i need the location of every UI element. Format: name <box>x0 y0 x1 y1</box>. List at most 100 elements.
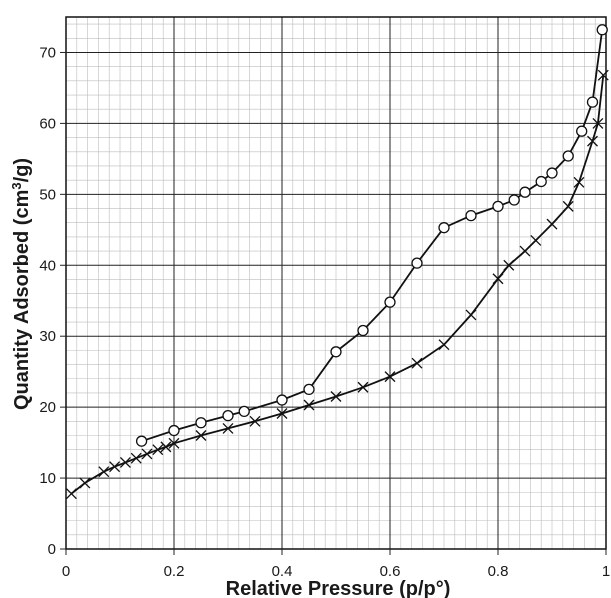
x-marker <box>411 357 423 369</box>
x-marker <box>438 339 450 351</box>
x-marker <box>592 117 604 129</box>
x-marker-stroke <box>587 135 598 147</box>
y-axis-ticks: 0 10 20 30 40 50 60 70 <box>39 44 66 558</box>
x-marker <box>465 309 477 321</box>
y-tick-label: 60 <box>39 115 56 132</box>
x-marker-stroke <box>562 200 574 212</box>
series-layer <box>65 24 609 500</box>
x-marker-stroke <box>222 422 234 434</box>
circle-marker <box>596 24 608 36</box>
x-marker <box>152 444 164 456</box>
x-tick-label: 0 <box>62 563 70 580</box>
x-marker <box>384 371 396 383</box>
x-marker <box>222 422 234 434</box>
x-marker <box>597 69 609 81</box>
x-marker <box>330 391 342 402</box>
circle-marker <box>357 324 369 337</box>
x-marker <box>519 245 531 257</box>
x-marker-stroke <box>384 371 396 383</box>
x-marker <box>160 441 172 453</box>
x-marker-stroke <box>357 381 369 393</box>
x-marker-stroke <box>152 444 164 456</box>
x-marker-stroke <box>65 488 77 500</box>
minor-gridlines <box>66 17 606 549</box>
x-marker <box>79 477 91 489</box>
circle-marker <box>438 222 450 234</box>
x-marker-stroke <box>330 391 342 402</box>
x-tick-label: 1 <box>602 563 610 580</box>
y-tick-label: 50 <box>39 186 56 203</box>
circle-marker <box>411 257 423 269</box>
x-marker <box>530 234 542 246</box>
plot-frame <box>65 16 607 550</box>
x-marker <box>276 408 288 419</box>
x-marker-stroke <box>503 259 515 271</box>
y-tick-label: 70 <box>39 44 56 61</box>
x-marker <box>65 488 77 500</box>
circle-marker <box>465 209 477 222</box>
circle-marker <box>519 186 531 198</box>
y-axis-label-tail: /g) <box>11 158 33 182</box>
circle-marker <box>546 167 558 179</box>
y-tick-label: 20 <box>39 399 56 416</box>
x-marker-stroke <box>411 357 423 369</box>
circle-marker <box>562 150 574 162</box>
circle-marker <box>276 394 288 406</box>
circle-marker <box>535 175 547 188</box>
x-marker <box>98 466 110 478</box>
y-axis-label-superscript: 3 <box>9 182 24 189</box>
x-marker-stroke <box>195 430 207 441</box>
x-marker-stroke <box>438 339 450 351</box>
circle-marker <box>168 424 180 437</box>
y-axis-label-main: Quantity Adsorbed (cm <box>11 190 33 410</box>
adsorption-series <box>65 69 609 500</box>
major-gridlines <box>66 17 606 549</box>
x-marker-stroke <box>276 408 288 419</box>
x-marker <box>303 399 315 411</box>
circle-marker <box>222 409 234 422</box>
x-marker-stroke <box>168 437 180 449</box>
x-marker <box>546 218 558 230</box>
y-tick-label: 0 <box>48 541 56 558</box>
circle-marker <box>195 417 207 429</box>
x-marker <box>492 273 504 285</box>
x-marker-stroke <box>79 477 91 489</box>
x-marker <box>587 135 598 147</box>
circle-marker <box>238 405 250 418</box>
x-marker-stroke <box>573 176 585 188</box>
y-axis-label: Quantity Adsorbed (cm3/g) <box>9 158 33 410</box>
x-marker <box>130 452 142 464</box>
x-axis-ticks: 0 0.2 0.4 0.6 0.8 1 <box>62 549 610 580</box>
x-marker-stroke <box>303 399 315 411</box>
series-line <box>141 29 604 443</box>
x-marker <box>168 437 180 449</box>
x-marker-stroke <box>109 461 121 473</box>
x-marker-stroke <box>592 117 604 129</box>
x-marker-stroke <box>519 245 531 257</box>
x-marker-stroke <box>597 69 609 81</box>
x-marker-stroke <box>119 457 131 468</box>
x-tick-label: 0.4 <box>272 563 293 580</box>
x-marker-stroke <box>465 309 477 321</box>
circle-marker <box>135 435 148 447</box>
x-marker <box>503 259 515 271</box>
circle-marker <box>384 296 396 308</box>
x-marker <box>141 448 153 460</box>
circle-marker <box>492 200 504 213</box>
circle-marker <box>586 96 599 108</box>
x-tick-label: 0.8 <box>488 563 509 580</box>
x-marker <box>562 200 574 212</box>
desorption-series <box>135 24 608 447</box>
x-tick-label: 0.6 <box>380 563 401 580</box>
y-tick-label: 30 <box>39 328 56 345</box>
x-marker <box>357 381 369 393</box>
x-marker-stroke <box>546 218 558 230</box>
x-marker-stroke <box>492 273 504 285</box>
x-marker-stroke <box>130 452 142 464</box>
x-tick-label: 0.2 <box>164 563 185 580</box>
x-marker <box>195 430 207 441</box>
x-marker-stroke <box>160 441 172 453</box>
series-line <box>70 75 605 495</box>
circle-marker <box>303 383 315 396</box>
x-marker <box>249 415 261 427</box>
